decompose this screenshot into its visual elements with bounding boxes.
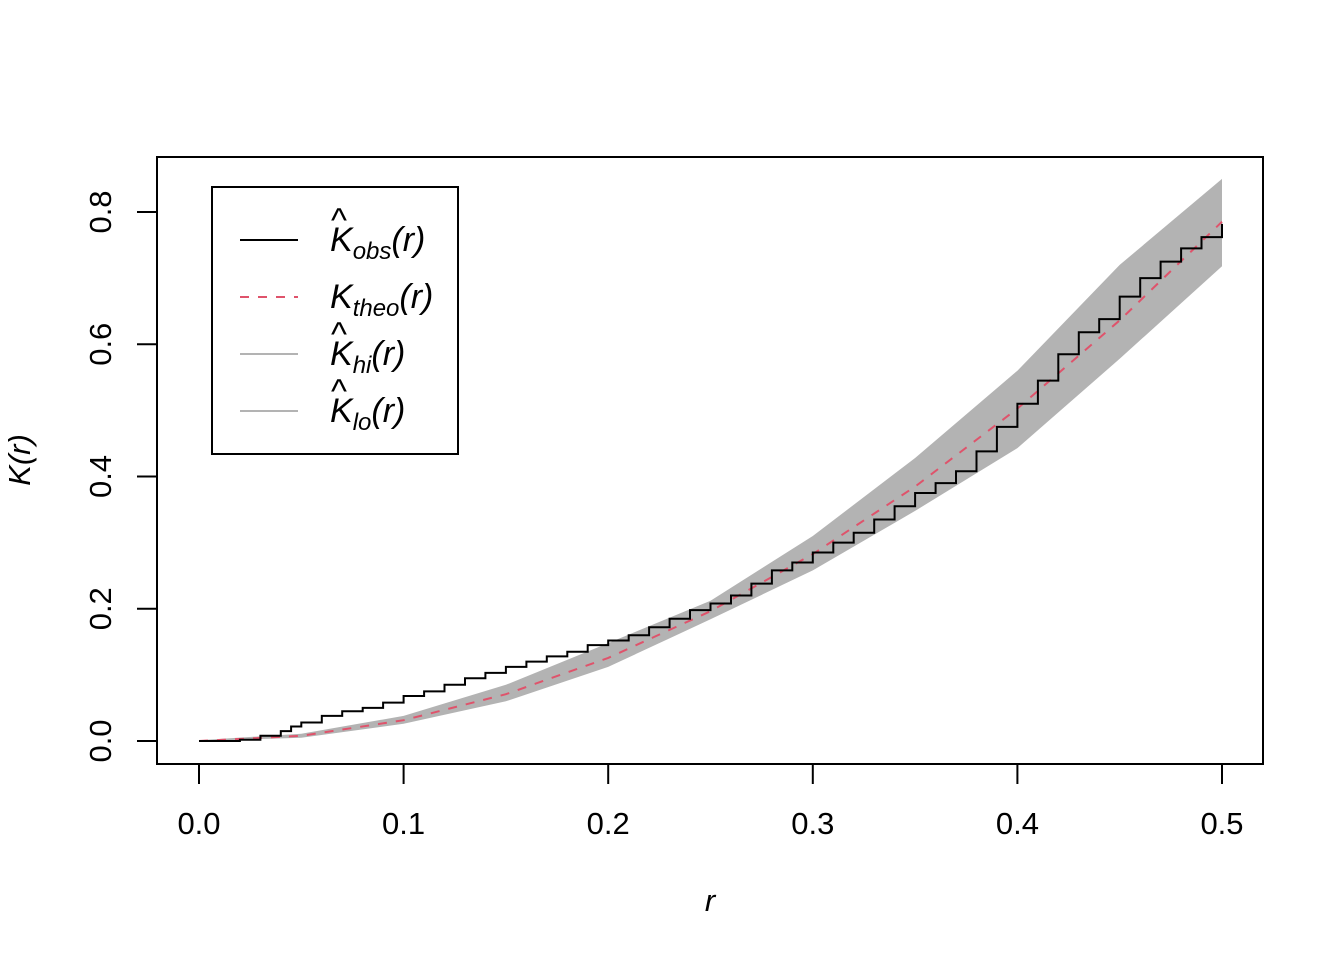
legend-label-hi: Khi(r) bbox=[330, 335, 405, 379]
y-tick-label: 0.2 bbox=[83, 587, 118, 630]
y-tick-label: 0.4 bbox=[83, 455, 118, 498]
legend-label-theo: Ktheo(r) bbox=[330, 278, 433, 322]
legend-label-lo: Klo(r) bbox=[330, 392, 405, 436]
x-axis-title: r bbox=[705, 883, 717, 918]
y-tick-label: 0.8 bbox=[83, 190, 118, 233]
x-tick-label: 0.5 bbox=[1200, 806, 1243, 841]
x-tick-label: 0.4 bbox=[996, 806, 1039, 841]
legend-box bbox=[211, 186, 459, 455]
y-axis-title: K(r) bbox=[2, 434, 37, 486]
y-tick-label: 0.0 bbox=[83, 719, 118, 762]
x-tick-label: 0.3 bbox=[791, 806, 834, 841]
legend-label-obs: Kobs(r) bbox=[330, 221, 425, 265]
x-axis: 0.0 0.1 0.2 0.3 0.4 0.5 bbox=[177, 763, 1244, 841]
legend: Kobs(r)^Ktheo(r)Khi(r)^Klo(r)^ bbox=[211, 186, 459, 455]
series-lines-layer bbox=[198, 220, 1223, 742]
y-tick-label: 0.6 bbox=[83, 323, 118, 366]
x-tick-label: 0.0 bbox=[177, 806, 220, 841]
legend-hat-lo: ^ bbox=[331, 373, 347, 411]
y-axis: 0.0 0.2 0.4 0.6 0.8 bbox=[83, 190, 158, 763]
legend-hat-obs: ^ bbox=[331, 202, 347, 240]
legend-hat-hi: ^ bbox=[331, 316, 347, 354]
x-tick-label: 0.2 bbox=[587, 806, 630, 841]
x-tick-label: 0.1 bbox=[382, 806, 425, 841]
obs-line bbox=[199, 223, 1223, 742]
